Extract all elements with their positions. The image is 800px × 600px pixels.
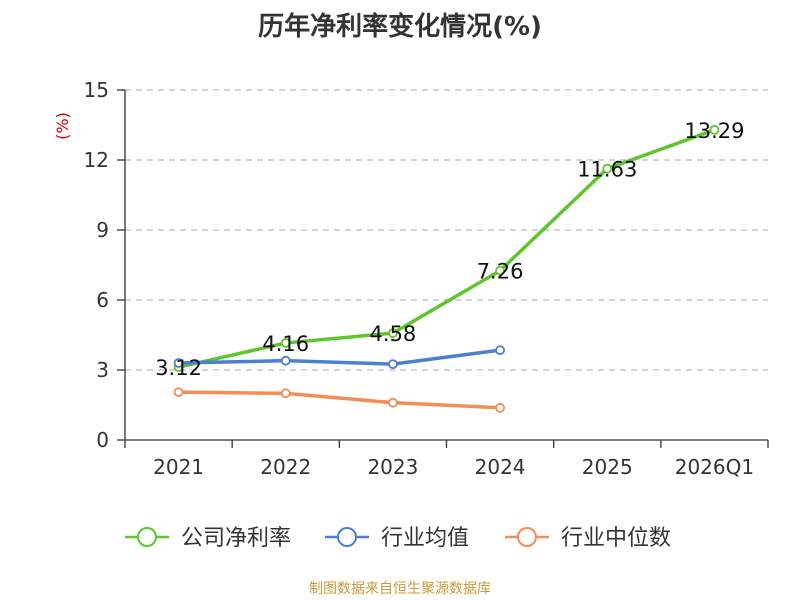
data-label: 13.29 xyxy=(684,119,744,143)
data-point xyxy=(495,402,505,413)
data-label: 4.58 xyxy=(370,322,417,346)
y-tick-label: 0 xyxy=(96,428,109,452)
x-tick-label: 2023 xyxy=(367,455,418,479)
chart-title: 历年净利率变化情况(%) xyxy=(258,12,542,42)
data-point xyxy=(602,163,613,174)
data-label: 7.26 xyxy=(477,260,524,284)
series-line-2 xyxy=(176,390,502,410)
legend-label: 公司净利率 xyxy=(181,526,291,551)
data-point xyxy=(495,345,505,356)
data-point xyxy=(388,328,398,339)
data-point xyxy=(280,388,291,399)
legend-label: 行业中位数 xyxy=(561,526,671,551)
data-point xyxy=(173,387,184,398)
legend-marker xyxy=(337,527,357,547)
y-tick-label: 15 xyxy=(84,78,109,102)
y-axis-unit: (%) xyxy=(53,112,72,140)
data-label: 11.63 xyxy=(577,158,637,182)
legend: 公司净利率 行业均值 行业中位数 xyxy=(125,526,671,551)
grid-layer xyxy=(125,89,768,371)
legend-marker xyxy=(137,527,157,547)
axis-layer: 0 3 6 9 12 15 2021 2022 2023 2024 2025 2026Q1 (%) xyxy=(53,78,769,479)
series-line-0 xyxy=(176,128,717,369)
series-layer xyxy=(173,124,720,413)
legend-label: 行业均值 xyxy=(381,526,469,551)
data-point xyxy=(709,124,720,135)
data-point xyxy=(388,359,398,370)
series-line-1 xyxy=(176,348,502,366)
data-point xyxy=(173,358,184,368)
data-point xyxy=(280,355,291,366)
x-tick-label: 2024 xyxy=(475,455,526,479)
data-point xyxy=(388,397,398,408)
x-tick-label: 2025 xyxy=(582,455,633,479)
data-point xyxy=(280,338,291,348)
x-tick-label: 2022 xyxy=(260,455,311,479)
source-footer: 制图数据来自恒生聚源数据库 xyxy=(309,581,491,597)
data-point xyxy=(495,265,505,276)
y-tick-label: 9 xyxy=(96,218,109,242)
x-tick-label: 2026Q1 xyxy=(675,455,754,479)
legend-marker xyxy=(517,527,537,547)
x-tick-label: 2021 xyxy=(153,455,204,479)
y-tick-label: 12 xyxy=(84,148,109,172)
data-label: 3.12 xyxy=(155,356,202,380)
data-label-layer: 3.12 4.16 4.58 7.26 11.63 13.29 xyxy=(155,119,744,380)
y-tick-label: 3 xyxy=(96,358,109,382)
y-tick-label: 6 xyxy=(96,288,109,312)
data-label: 4.16 xyxy=(262,332,309,356)
